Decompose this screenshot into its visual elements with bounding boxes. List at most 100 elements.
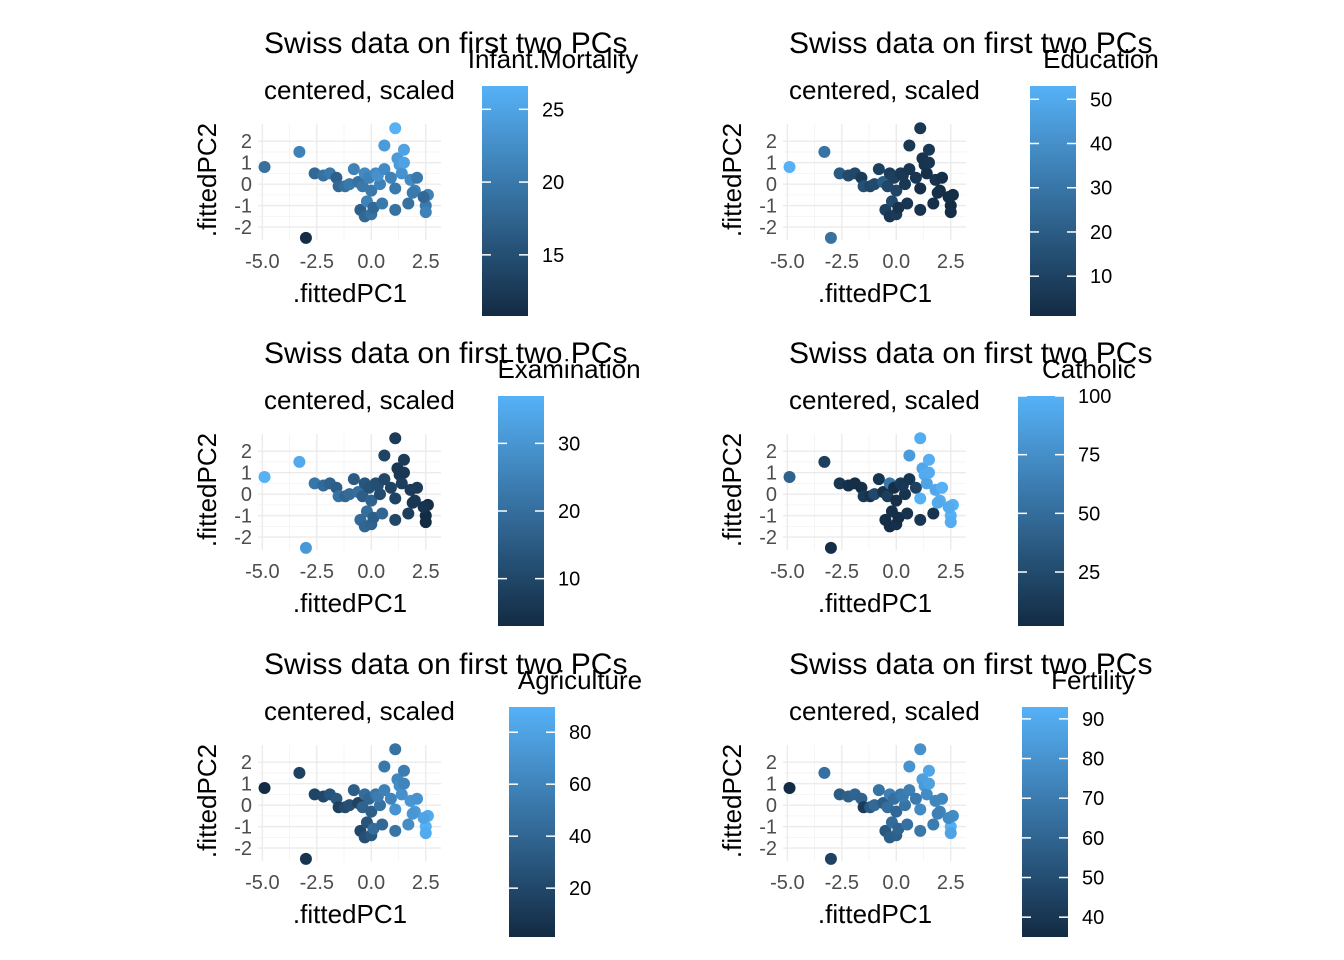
y-axis-title: .fittedPC2 (717, 123, 747, 237)
legend-label: 80 (1082, 749, 1104, 771)
data-point (901, 507, 914, 520)
data-point (944, 827, 957, 840)
y-tick-label: 2 (241, 441, 252, 463)
chart-title: Swiss data on first two PCs (789, 337, 1152, 370)
data-point (299, 541, 312, 554)
x-tick-label: -5.0 (245, 251, 279, 273)
legend-label: 50 (1078, 503, 1100, 525)
data-point (890, 494, 903, 507)
y-tick-label: -2 (759, 838, 777, 860)
x-tick-label: 2.5 (937, 251, 965, 273)
y-axis-title: .fittedPC2 (192, 123, 222, 237)
legend-colorbar (1022, 707, 1068, 937)
data-point (922, 466, 935, 479)
data-point (397, 777, 410, 790)
y-tick-label: 1 (241, 153, 252, 175)
y-tick-label: -1 (759, 817, 777, 839)
data-point (922, 143, 935, 156)
legend-colorbar (1018, 396, 1064, 626)
y-tick-label: 1 (766, 463, 777, 485)
data-point (818, 766, 831, 779)
data-point (389, 122, 402, 135)
data-point (818, 455, 831, 468)
data-point (914, 824, 927, 837)
chart-subtitle: centered, scaled (264, 385, 455, 415)
data-point (376, 507, 389, 520)
data-point (783, 470, 796, 483)
y-axis-title: .fittedPC2 (192, 744, 222, 858)
y-tick-label: 1 (766, 774, 777, 796)
data-point (411, 792, 424, 805)
data-point (909, 792, 922, 805)
x-tick-label: 0.0 (882, 872, 910, 894)
y-tick-label: 2 (241, 752, 252, 774)
chart-subtitle: centered, scaled (789, 385, 980, 415)
data-point (402, 197, 415, 210)
x-tick-label: -2.5 (300, 561, 334, 583)
y-tick-label: 0 (241, 484, 252, 506)
data-point (365, 494, 378, 507)
data-point (927, 507, 940, 520)
data-point (824, 541, 837, 554)
x-tick-label: 0.0 (357, 872, 385, 894)
x-tick-label: 0.0 (357, 561, 385, 583)
data-point (927, 197, 940, 210)
legend-title: Education (1043, 44, 1159, 74)
data-point (389, 432, 402, 445)
data-point (395, 477, 408, 490)
y-tick-label: -2 (234, 217, 252, 239)
data-point (395, 167, 408, 180)
legend-title: Agriculture (518, 665, 642, 695)
y-tick-label: 0 (766, 174, 777, 196)
y-tick-label: -2 (759, 527, 777, 549)
data-point (299, 852, 312, 865)
y-tick-label: 2 (766, 131, 777, 153)
legend-label: 10 (1090, 266, 1112, 288)
legend-label: 40 (1090, 134, 1112, 156)
chart-title: Swiss data on first two PCs (264, 648, 627, 681)
data-point (389, 513, 402, 526)
data-point (936, 171, 949, 184)
data-point (395, 788, 408, 801)
legend-label: 25 (1078, 562, 1100, 584)
y-tick-label: 0 (241, 795, 252, 817)
legend-label: 20 (1090, 222, 1112, 244)
data-point (419, 206, 432, 219)
chart-subtitle: centered, scaled (789, 75, 980, 105)
data-point (914, 122, 927, 135)
data-point (378, 473, 391, 486)
legend-label: 60 (1082, 828, 1104, 850)
data-point (419, 827, 432, 840)
x-axis-title: .fittedPC1 (818, 278, 932, 308)
x-axis-title: .fittedPC1 (293, 278, 407, 308)
y-tick-label: -2 (234, 838, 252, 860)
data-point (293, 766, 306, 779)
legend-label: 30 (558, 433, 580, 455)
data-point (376, 197, 389, 210)
data-point (376, 818, 389, 831)
chart-subtitle: centered, scaled (264, 696, 455, 726)
data-point (397, 156, 410, 169)
y-tick-label: 0 (766, 795, 777, 817)
data-point (914, 743, 927, 756)
x-axis-title: .fittedPC1 (293, 588, 407, 618)
y-tick-label: 0 (241, 174, 252, 196)
x-tick-label: -2.5 (300, 251, 334, 273)
y-tick-label: 1 (241, 774, 252, 796)
legend-label: 50 (1090, 89, 1112, 111)
data-point (384, 481, 397, 494)
data-point (783, 781, 796, 794)
data-point (258, 160, 271, 173)
data-point (942, 191, 955, 204)
data-point (890, 184, 903, 197)
data-point (406, 186, 419, 199)
x-tick-label: -5.0 (770, 872, 804, 894)
legend-title: Fertility (1051, 665, 1135, 695)
data-point (397, 453, 410, 466)
y-tick-label: -1 (234, 506, 252, 528)
x-tick-label: 0.0 (357, 251, 385, 273)
